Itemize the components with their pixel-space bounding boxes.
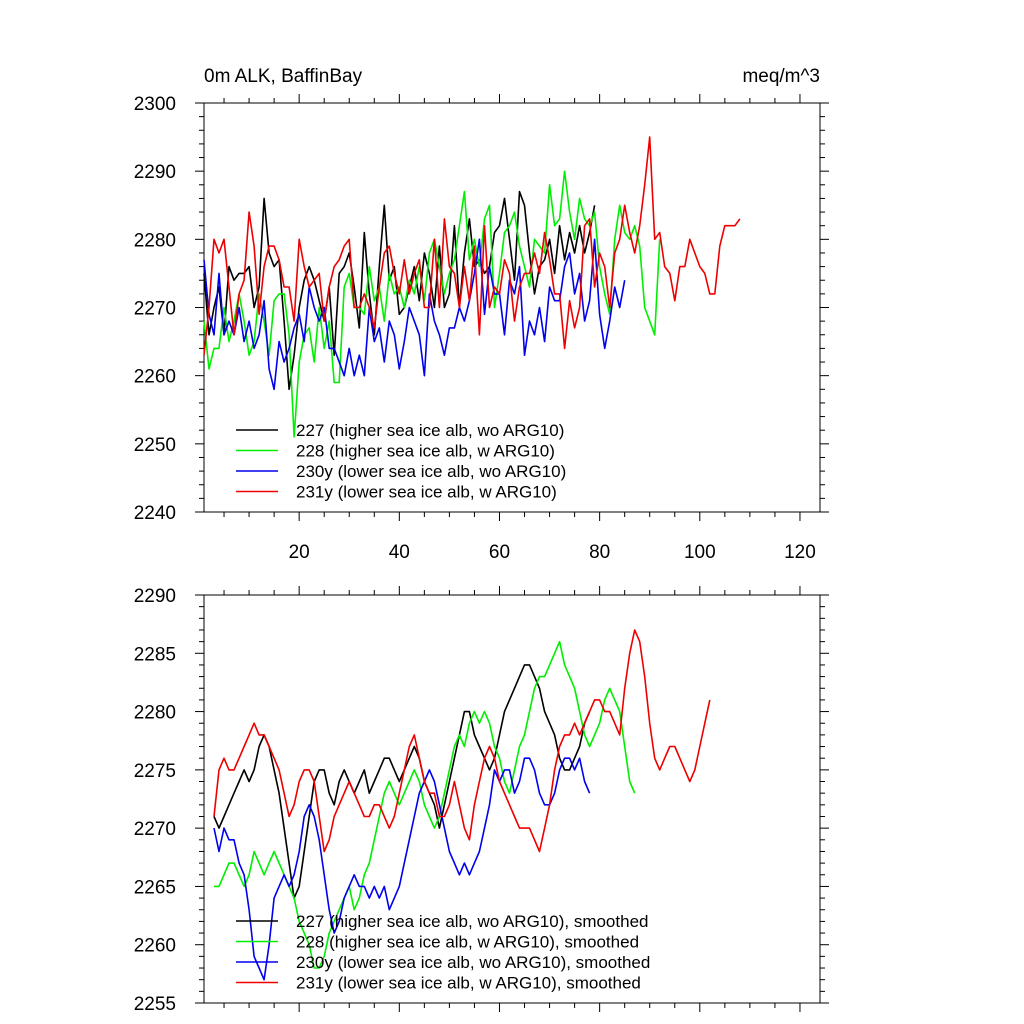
x-tick-label: 60 [489,542,510,563]
x-tick-label: 120 [784,542,816,563]
y-tick-label: 2255 [134,994,176,1015]
legend-label: 231y (lower sea ice alb, w ARG10), smoot… [296,974,641,993]
y-tick-label: 2250 [134,435,176,456]
x-tick-label: 100 [684,542,716,563]
legend-label: 230y (lower sea ice alb, wo ARG10), smoo… [296,953,650,972]
y-tick-label: 2275 [134,761,176,782]
y-tick-label: 2280 [134,703,176,724]
panel-top: 0m ALK, BaffinBay meq/m^3 2240 2250 2260 22… [134,66,829,563]
x-tick-label: 20 [289,542,310,563]
panel-bottom: 2255 2260 2265 2270 2275 2280 2285 2290 227 (hig… [134,586,829,1015]
y-tick-label: 2240 [134,503,176,524]
legend-label: 228 (higher sea ice alb, w ARG10), smoot… [296,933,639,952]
y-tick-label: 2270 [134,299,176,320]
y-tick-label: 2280 [134,230,176,251]
series-line-2 [213,757,591,981]
y-tick-label: 2290 [134,586,176,607]
legend-label: 227 (higher sea ice alb, wo ARG10) [296,421,564,440]
legend-label: 227 (higher sea ice alb, wo ARG10), smoo… [296,912,648,931]
y-tick-label: 2260 [134,936,176,957]
legend-label: 231y (lower sea ice alb, w ARG10) [296,483,557,502]
series-line-3 [213,629,711,853]
legend-label: 228 (higher sea ice alb, w ARG10) [296,442,555,461]
y-tick-label: 2290 [134,162,176,183]
series-line-0 [213,664,591,899]
y-tick-label: 2260 [134,367,176,388]
plot-frame [203,594,821,1004]
legend-label: 230y (lower sea ice alb, wo ARG10) [296,462,566,481]
x-tick-label: 80 [589,542,610,563]
series-line-1 [203,170,661,438]
y-tick-label: 2300 [134,94,176,115]
series-line-3 [203,136,741,356]
series-line-2 [203,238,626,391]
y-tick-label: 2285 [134,644,176,665]
chart-units: meq/m^3 [742,66,820,87]
x-tick-label: 40 [389,542,410,563]
series-line-0 [203,190,596,391]
y-tick-label: 2270 [134,819,176,840]
y-tick-label: 2265 [134,877,176,898]
chart-title: 0m ALK, BaffinBay [204,66,363,87]
